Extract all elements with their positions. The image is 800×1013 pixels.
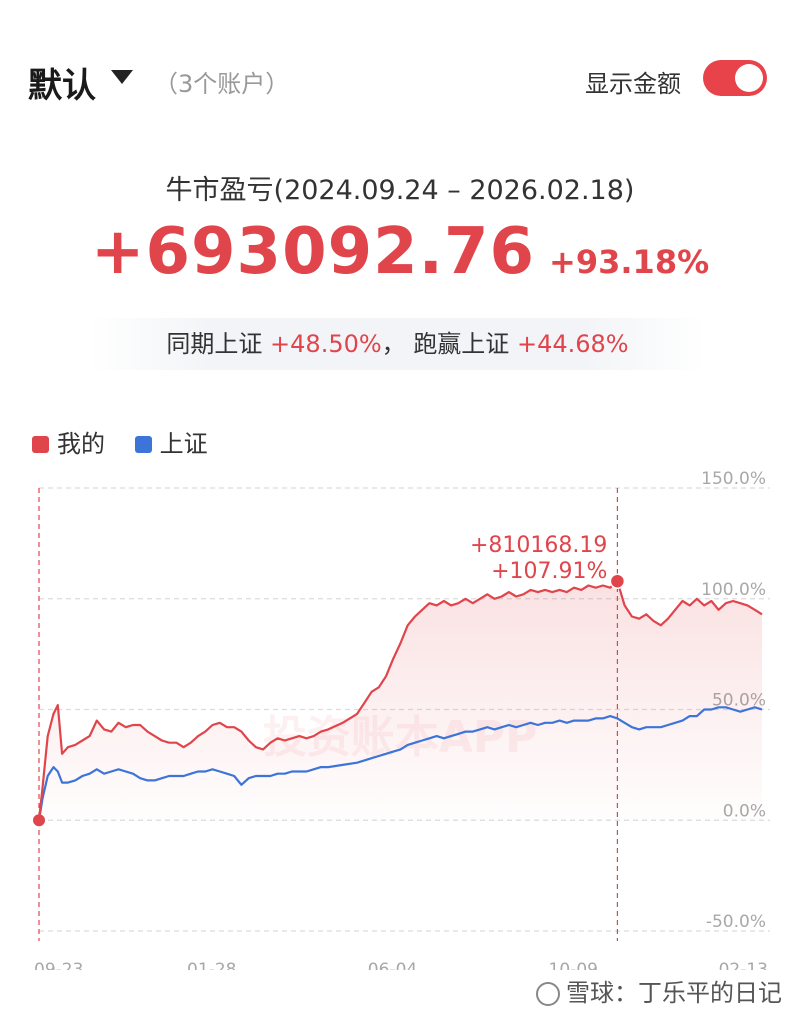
benchmark-label: 同期上证 bbox=[166, 330, 263, 358]
source-watermark: 雪球：丁乐平的日记 bbox=[536, 973, 782, 1008]
x-tick-label: 10-09 bbox=[549, 960, 598, 970]
legend-label-index: 上证 bbox=[159, 430, 208, 458]
account-header: 默认 （3个账户） 显示金额 bbox=[0, 0, 800, 160]
x-tick-label: 01-28 bbox=[187, 960, 236, 970]
y-tick-label: 100.0% bbox=[701, 580, 766, 600]
start-point[interactable] bbox=[33, 814, 45, 827]
benchmark-value: +48.50% bbox=[270, 330, 382, 358]
benchmark-comparison: 同期上证 +48.50%， 跑赢上证 +44.68% bbox=[90, 318, 705, 370]
period-title: 牛市盈亏(2024.09.24 – 2026.02.18) bbox=[0, 168, 800, 207]
y-tick-label: -50.0% bbox=[706, 912, 766, 932]
account-count: （3个账户） bbox=[154, 70, 290, 98]
peak-rate-label: +107.91% bbox=[491, 559, 607, 584]
watermark-text: 雪球：丁乐平的日记 bbox=[566, 979, 782, 1007]
x-tick-label: 09-23 bbox=[34, 960, 83, 970]
y-tick-label: 150.0% bbox=[701, 470, 766, 489]
period-name: 牛市盈亏 bbox=[165, 175, 274, 206]
legend-swatch-index bbox=[134, 436, 152, 453]
legend-item-index[interactable]: 上证 bbox=[134, 424, 208, 459]
x-tick-label: 06-04 bbox=[368, 960, 417, 970]
peak-point[interactable] bbox=[609, 573, 626, 589]
legend-label-mine: 我的 bbox=[57, 430, 105, 458]
outperform-label: 跑赢上证 bbox=[413, 330, 510, 358]
period-range: (2024.09.24 – 2026.02.18) bbox=[273, 175, 635, 206]
peak-amount-label: +810168.19 bbox=[470, 533, 607, 558]
series-line-index[interactable] bbox=[37, 706, 763, 821]
pnl-rate: +93.18% bbox=[549, 243, 710, 281]
outperform-value: +44.68% bbox=[516, 330, 629, 358]
legend-swatch-mine bbox=[32, 436, 49, 453]
series-line-mine[interactable] bbox=[37, 580, 763, 821]
pnl-amount: +693092.76 bbox=[90, 215, 536, 289]
toggle-knob bbox=[735, 64, 763, 92]
x-tick-label: 02-13 bbox=[719, 960, 768, 970]
account-selector[interactable]: 默认 bbox=[28, 66, 96, 106]
xueqiu-logo-icon bbox=[536, 982, 560, 1006]
pnl-row: +693092.76 +93.18% bbox=[0, 215, 800, 289]
show-amount-label: 显示金额 bbox=[585, 70, 681, 98]
series-area-mine bbox=[39, 581, 762, 821]
show-amount-toggle[interactable] bbox=[703, 60, 767, 96]
benchmark-separator: ， bbox=[381, 330, 406, 358]
legend-item-mine[interactable]: 我的 bbox=[32, 424, 105, 459]
return-chart[interactable]: 150.0%100.0%50.0%0.0%-50.0%09-2301-2806-… bbox=[0, 470, 800, 970]
chart-legend: 我的 上证 bbox=[32, 424, 230, 459]
chevron-down-icon[interactable] bbox=[111, 70, 133, 84]
